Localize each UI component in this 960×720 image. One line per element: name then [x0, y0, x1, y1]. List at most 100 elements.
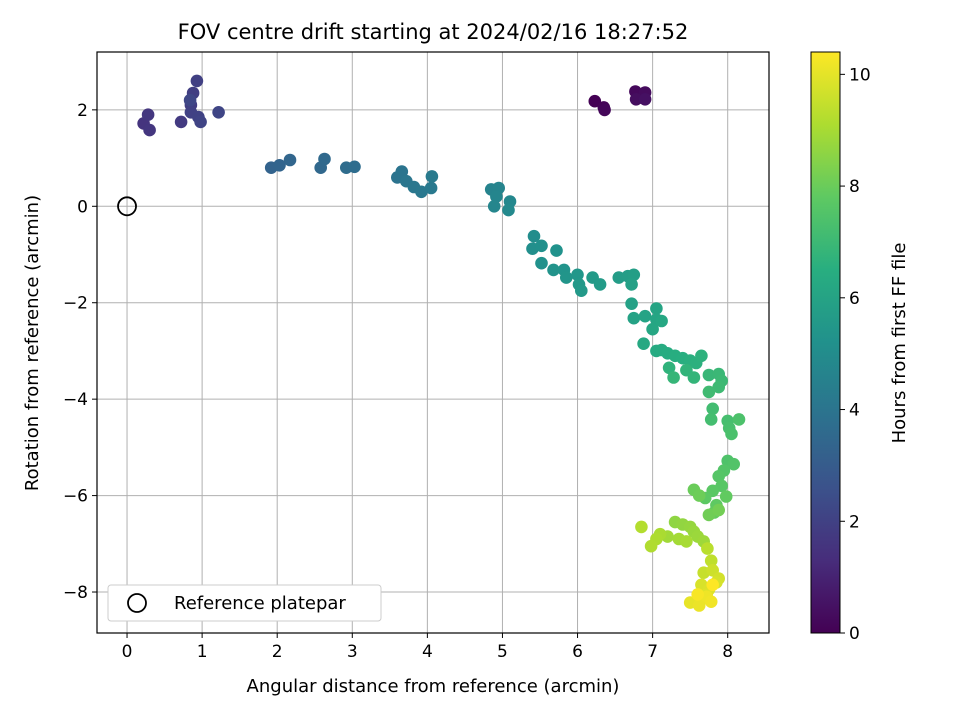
data-point: [143, 123, 156, 137]
data-point: [318, 152, 331, 166]
data-point: [704, 413, 718, 426]
data-point: [575, 284, 588, 298]
data-point: [704, 554, 718, 567]
x-axis-ticks: 0 1 2 3 4 5 6 7 8: [122, 633, 733, 662]
data-point: [560, 271, 573, 284]
plot-frame: [96, 51, 770, 634]
data-point: [732, 413, 746, 426]
data-point: [212, 106, 225, 119]
data-point: [571, 268, 584, 282]
data-point: [706, 402, 719, 416]
colorbar-tick-label: 2: [849, 512, 860, 532]
data-point: [650, 302, 663, 315]
data-point: [691, 588, 704, 601]
x-axis-label: Angular distance from reference (arcmin): [247, 676, 620, 697]
data-point: [190, 74, 204, 88]
x-tick-label: 5: [497, 642, 508, 662]
colorbar-label: Hours from first FF file: [889, 243, 910, 444]
y-axis-label: Rotation from reference (arcmin): [22, 195, 43, 491]
colorbar: 0 2 4 6 8 10 Hours from first FF file: [810, 51, 910, 644]
data-point: [704, 595, 718, 608]
data-point: [635, 520, 648, 534]
data-point: [638, 93, 652, 106]
colorbar-tick-label: 0: [849, 624, 860, 644]
colorbar-tick-label: 6: [849, 289, 860, 309]
data-point: [625, 297, 638, 311]
y-tick-label: −6: [63, 487, 88, 507]
data-point: [646, 322, 659, 336]
colorbar-frame: [810, 51, 841, 634]
data-point: [692, 489, 706, 502]
data-point: [695, 349, 708, 363]
data-point: [712, 503, 725, 517]
data-point: [727, 457, 740, 471]
colorbar-tick-label: 4: [849, 401, 860, 421]
x-tick-label: 3: [347, 642, 358, 662]
data-point: [141, 108, 155, 121]
data-point: [487, 200, 501, 213]
data-point: [706, 578, 719, 592]
data-point: [701, 542, 714, 555]
data-point: [702, 508, 716, 522]
data-point: [662, 361, 676, 375]
data-point: [183, 93, 197, 107]
data-point: [598, 103, 611, 117]
grid: [97, 52, 769, 633]
data-point: [550, 244, 563, 257]
data-point: [535, 239, 548, 253]
data-point: [273, 159, 286, 172]
x-tick-label: 1: [197, 642, 208, 662]
data-point: [490, 190, 503, 203]
data-point: [348, 160, 361, 174]
data-point: [627, 311, 641, 325]
data-point: [692, 599, 706, 612]
data-point: [719, 490, 733, 503]
x-tick-label: 6: [572, 642, 583, 662]
y-tick-label: 0: [77, 197, 88, 217]
data-point: [702, 368, 716, 382]
x-tick-label: 2: [272, 642, 283, 662]
x-tick-label: 8: [722, 642, 733, 662]
data-point: [588, 94, 602, 108]
data-point: [712, 470, 725, 483]
data-point: [655, 314, 668, 328]
data-point: [627, 268, 641, 282]
data-point: [283, 153, 297, 167]
data-point: [638, 309, 652, 323]
data-point: [535, 256, 548, 270]
data-point: [547, 263, 560, 277]
data-point: [194, 115, 207, 129]
data-point: [527, 229, 541, 243]
data-point: [667, 371, 680, 384]
data-point: [425, 170, 439, 183]
x-tick-label: 4: [422, 642, 433, 662]
y-tick-label: −2: [63, 294, 88, 314]
plot-area: 0 1 2 3 4 5 6 7 8 −8 −6 −4 −2 0 2: [63, 51, 770, 662]
data-point: [593, 278, 607, 291]
data-point: [629, 93, 643, 106]
legend-box: [107, 584, 382, 622]
chart-title: FOV centre drift starting at 2024/02/16 …: [178, 20, 689, 44]
colorbar-ticks: 0 2 4 6 8 10: [840, 65, 871, 644]
reference-marker: [117, 196, 137, 217]
data-point: [415, 185, 428, 199]
legend-label: Reference platepar: [174, 593, 346, 614]
colorbar-gradient: [811, 52, 840, 633]
data-point: [725, 427, 738, 441]
data-point: [712, 380, 725, 394]
data-point: [424, 181, 438, 195]
colorbar-tick-label: 10: [849, 65, 871, 85]
data-point: [174, 115, 188, 129]
data-point: [687, 371, 701, 384]
data-point: [644, 539, 658, 553]
data-point: [395, 165, 409, 178]
data-point: [625, 278, 638, 291]
data-point: [637, 337, 650, 351]
legend: Reference platepar: [107, 584, 382, 622]
x-tick-label: 0: [122, 642, 133, 662]
scatter-points: [137, 74, 746, 612]
x-tick-label: 7: [647, 642, 658, 662]
y-tick-label: 2: [77, 101, 88, 121]
data-point: [702, 385, 716, 399]
